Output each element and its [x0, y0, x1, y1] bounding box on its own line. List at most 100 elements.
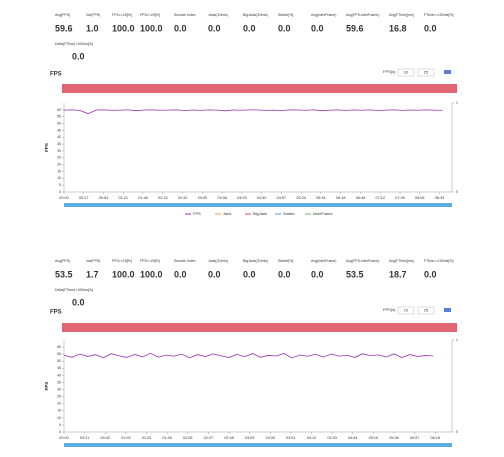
scrollbar[interactable] — [64, 203, 452, 207]
x-tick-label: 08:33 — [435, 196, 445, 200]
legend-label: Jank — [223, 211, 231, 216]
y-tick-label: 20 — [57, 402, 61, 406]
metric-label: FTime>=100ms[%] — [424, 13, 453, 17]
x-tick-label: 06:18 — [336, 196, 346, 200]
y-axis-label: FPS — [44, 143, 49, 152]
metric-value: 0.0 — [278, 23, 291, 33]
metric-value: 53.5 — [55, 269, 73, 279]
y-tick-label: 10 — [57, 416, 61, 420]
y-tick-label: 25 — [57, 395, 61, 399]
x-tick-label: 03:30 — [266, 436, 276, 440]
x-tick-label: 02:42 — [178, 196, 188, 200]
x-tick-label: 04:30 — [257, 196, 267, 200]
y-tick-label: 45 — [57, 366, 61, 370]
metric-label: Stutter[%] — [278, 259, 293, 263]
metric-label: FPS>=25[%] — [140, 259, 160, 263]
y2-tick-label: 1 — [456, 338, 458, 342]
marker-bar — [62, 323, 457, 332]
y-tick-label: 25 — [57, 156, 61, 160]
control-value: 25 — [424, 308, 429, 313]
metric-label: Avg(InterFrame) — [311, 259, 336, 263]
x-tick-label: 01:48 — [138, 196, 148, 200]
metric-value: 59.6 — [346, 23, 364, 33]
x-tick-label: 03:51 — [286, 436, 296, 440]
x-tick-label: 07:12 — [375, 196, 385, 200]
y-tick-label: 30 — [57, 387, 61, 391]
control-input[interactable] — [417, 306, 435, 315]
y-tick-label: 40 — [57, 373, 61, 377]
y-tick-label: 55 — [57, 352, 61, 356]
y-axis-label: FPS — [44, 382, 49, 391]
metric-label: Stutter[%] — [278, 13, 293, 17]
x-tick-label: 04:12 — [307, 436, 317, 440]
metric-label: Delta(FTime)>100ms[/h] — [55, 288, 93, 292]
metric-value: 18.7 — [389, 269, 407, 279]
x-tick-label: 02:48 — [224, 436, 234, 440]
metric-label: Delta(FTime)>100ms[/h] — [55, 42, 93, 46]
chart-title: FPS — [50, 72, 62, 78]
x-tick-label: 06:45 — [356, 196, 366, 200]
metric-value: 16.8 — [389, 23, 407, 33]
metric-value: 0.0 — [278, 269, 291, 279]
x-tick-label: 02:15 — [158, 196, 168, 200]
metric-value: 100.0 — [112, 23, 135, 33]
scrollbar[interactable] — [64, 443, 452, 447]
y-tick-label: 30 — [57, 149, 61, 153]
marker-bar — [62, 84, 457, 93]
y-tick-label: 50 — [57, 359, 61, 363]
y-tick-label: 60 — [57, 108, 61, 112]
y-tick-label: 45 — [57, 128, 61, 132]
metric-value: 0.0 — [424, 269, 437, 279]
metric-label: BigJank(/10min) — [243, 13, 268, 17]
y-tick-label: 20 — [57, 163, 61, 167]
legend-label: Stutter — [283, 211, 295, 216]
fps-line — [63, 352, 434, 359]
y2-tick-label: 1 — [456, 101, 458, 105]
x-tick-label: 02:27 — [204, 436, 214, 440]
x-tick-label: 03:36 — [217, 196, 227, 200]
metric-label: FPS>=18[%] — [112, 13, 132, 17]
y-tick-label: 55 — [57, 115, 61, 119]
icon — [444, 308, 451, 312]
metric-value: 100.0 — [112, 269, 135, 279]
y-tick-label: 15 — [57, 409, 61, 413]
x-tick-label: 00:00 — [59, 436, 69, 440]
metric-value: 100.0 — [140, 269, 163, 279]
metric-label: BigJank(/10min) — [243, 259, 268, 263]
metric-label: Avg(FPS) — [55, 13, 70, 17]
metric-value: 0.0 — [208, 269, 221, 279]
legend-label: InterFrame — [313, 211, 333, 216]
metric-label: Avg(FPS) — [55, 259, 70, 263]
control-input[interactable] — [397, 68, 415, 77]
y-tick-label: 10 — [57, 176, 61, 180]
metric-value: 0.0 — [72, 297, 85, 307]
y-tick-label: 0 — [59, 430, 61, 434]
metric-value: 0.0 — [243, 23, 256, 33]
metric-value: 0.0 — [174, 269, 187, 279]
chart-title: FPS — [50, 310, 62, 316]
y-tick-label: 50 — [57, 121, 61, 125]
fps-line — [63, 109, 443, 115]
metric-label: FTime>=100ms[%] — [424, 259, 453, 263]
y2-tick-label: 0 — [456, 430, 458, 434]
y-tick-label: 35 — [57, 142, 61, 146]
y-tick-label: 60 — [57, 345, 61, 349]
metric-label: Jank(/10min) — [208, 13, 228, 17]
y-tick-label: 15 — [57, 169, 61, 173]
x-tick-label: 01:45 — [162, 436, 172, 440]
control-input[interactable] — [397, 306, 415, 315]
y-tick-label: 40 — [57, 135, 61, 139]
x-tick-label: 02:06 — [183, 436, 193, 440]
x-tick-label: 05:57 — [410, 436, 420, 440]
y-tick-label: 35 — [57, 380, 61, 384]
x-tick-label: 03:09 — [245, 436, 255, 440]
metric-label: Var(FPS) — [86, 13, 100, 17]
x-tick-label: 00:21 — [80, 436, 90, 440]
x-tick-label: 04:03 — [237, 196, 247, 200]
metric-value: 0.0 — [208, 23, 221, 33]
control-input[interactable] — [417, 68, 435, 77]
icon — [444, 70, 451, 74]
x-tick-label: 04:57 — [277, 196, 287, 200]
metric-label: Var(FPS) — [86, 259, 100, 263]
metric-value: 53.5 — [346, 269, 364, 279]
